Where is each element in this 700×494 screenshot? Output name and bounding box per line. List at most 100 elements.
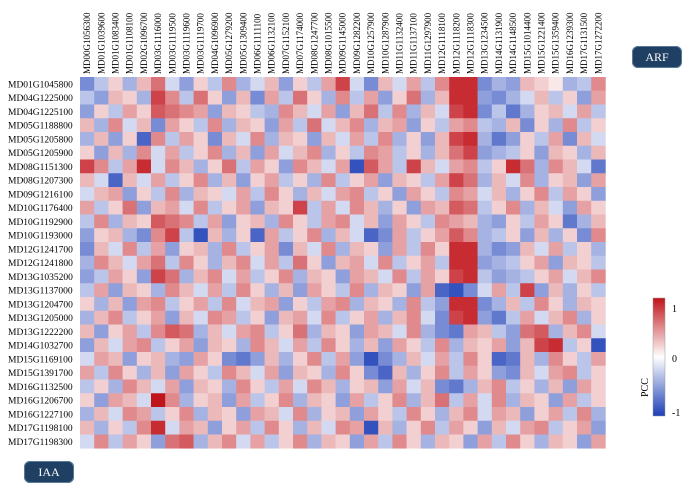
heatmap-cell xyxy=(378,310,393,325)
heatmap-cell xyxy=(562,77,578,92)
heatmap-cell xyxy=(94,324,109,339)
heatmap-cell xyxy=(491,310,507,325)
heatmap-cell xyxy=(548,407,564,422)
heatmap-cell xyxy=(406,90,422,105)
heatmap-cell xyxy=(335,173,351,188)
heatmap-cell xyxy=(520,393,535,408)
heatmap-cell xyxy=(122,255,138,270)
heatmap-cell xyxy=(534,187,549,202)
heatmap-cell xyxy=(477,283,493,298)
heatmap-cell xyxy=(307,132,322,147)
heatmap-cell xyxy=(108,379,123,394)
heatmap-cell xyxy=(591,118,606,133)
heatmap-cell xyxy=(506,310,521,325)
heatmap-cell xyxy=(108,297,123,312)
heatmap-cell xyxy=(250,173,265,188)
heatmap-cell xyxy=(491,159,507,174)
heatmap-cell xyxy=(364,269,379,284)
heatmap-cell xyxy=(591,242,606,257)
heatmap-cell xyxy=(420,365,436,380)
heatmap-cell xyxy=(435,228,450,243)
heatmap-cell xyxy=(278,297,294,312)
heatmap-cell xyxy=(193,310,209,325)
heatmap-cell xyxy=(364,407,379,422)
heatmap-cell xyxy=(207,407,223,422)
heatmap-cell xyxy=(293,173,308,188)
heatmap-cell xyxy=(307,434,322,449)
legend-tick-label: 0 xyxy=(672,354,677,365)
row-label: MD09G1216100 xyxy=(8,190,73,200)
heatmap-cell xyxy=(392,297,407,312)
heatmap-cell xyxy=(108,200,123,215)
heatmap-cell xyxy=(193,118,209,133)
heatmap-cell xyxy=(207,228,223,243)
column-label: MD14G1148500 xyxy=(508,12,518,74)
heatmap-cell xyxy=(207,283,223,298)
heatmap-cell xyxy=(278,145,294,160)
heatmap-cell xyxy=(94,228,109,243)
heatmap-cell xyxy=(491,173,507,188)
heatmap-cell xyxy=(577,187,592,202)
row-label: MD08G1151300 xyxy=(8,163,73,173)
heatmap-cell xyxy=(435,104,450,119)
heatmap-cell xyxy=(80,269,95,284)
heatmap-cell xyxy=(179,379,194,394)
heatmap-cell xyxy=(449,379,464,394)
heatmap-cell xyxy=(463,132,478,147)
heatmap-cell xyxy=(250,159,265,174)
heatmap-cell xyxy=(435,407,450,422)
heatmap-cell xyxy=(420,352,436,367)
heatmap-cell xyxy=(94,379,109,394)
heatmap-cell xyxy=(548,90,564,105)
heatmap-cell xyxy=(449,132,464,147)
heatmap-cell xyxy=(193,132,209,147)
heatmap-cell xyxy=(335,297,351,312)
heatmap-cell xyxy=(293,132,308,147)
heatmap-cell xyxy=(392,104,407,119)
column-label: MD09G1145000 xyxy=(338,12,348,74)
heatmap-cell xyxy=(520,297,535,312)
heatmap-cell xyxy=(136,365,152,380)
heatmap-cell xyxy=(80,77,95,92)
heatmap-cell xyxy=(491,283,507,298)
heatmap-cell xyxy=(236,310,251,325)
heatmap-cell xyxy=(293,407,308,422)
heatmap-cell xyxy=(349,90,365,105)
heatmap-cell xyxy=(165,159,180,174)
heatmap-cell xyxy=(435,365,450,380)
heatmap-cell xyxy=(335,269,351,284)
heatmap-cell xyxy=(179,352,194,367)
heatmap-cell xyxy=(392,379,407,394)
heatmap-cell xyxy=(435,352,450,367)
heatmap-cell xyxy=(435,434,450,449)
heatmap-cell xyxy=(534,407,549,422)
heatmap-cell xyxy=(179,118,194,133)
heatmap-cell xyxy=(392,420,407,435)
heatmap-cell xyxy=(122,145,138,160)
heatmap-cell xyxy=(449,352,464,367)
heatmap-cell xyxy=(463,200,478,215)
heatmap-cell xyxy=(349,200,365,215)
heatmap-cell xyxy=(165,104,180,119)
heatmap-cell xyxy=(250,283,265,298)
heatmap-cell xyxy=(122,90,138,105)
heatmap-cell xyxy=(506,434,521,449)
heatmap-cell xyxy=(420,269,436,284)
heatmap-cell xyxy=(577,310,592,325)
heatmap-cell xyxy=(222,434,237,449)
heatmap-cell xyxy=(80,200,95,215)
heatmap-cell xyxy=(491,434,507,449)
heatmap-cell xyxy=(321,338,336,353)
heatmap-cell xyxy=(548,338,564,353)
heatmap-cell xyxy=(250,145,265,160)
heatmap-cell xyxy=(222,365,237,380)
heatmap-cell xyxy=(264,255,280,270)
heatmap-cell xyxy=(577,214,592,229)
heatmap-cell xyxy=(364,365,379,380)
heatmap-cell xyxy=(264,145,280,160)
heatmap-cell xyxy=(108,118,123,133)
heatmap-cell xyxy=(307,324,322,339)
heatmap-cell xyxy=(420,310,436,325)
heatmap-cell xyxy=(293,104,308,119)
heatmap-cell xyxy=(236,393,251,408)
